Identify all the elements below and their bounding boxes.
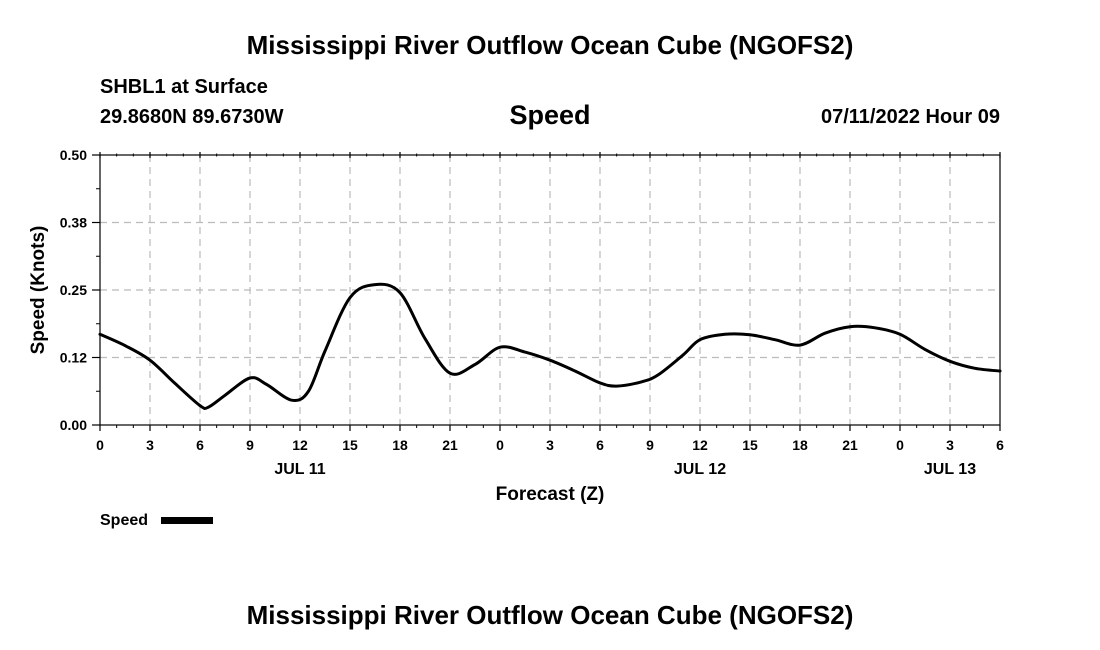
station-name: SHBL1 at Surface [100, 76, 268, 98]
x-tick-label: 12 [692, 437, 708, 453]
x-tick-label: 3 [546, 437, 554, 453]
x-axis-label: Forecast (Z) [496, 484, 605, 505]
x-tick-label: 6 [996, 437, 1004, 453]
footer-title: Mississippi River Outflow Ocean Cube (NG… [246, 600, 854, 630]
x-tick-label: 3 [946, 437, 954, 453]
chart-title: Speed [509, 100, 591, 130]
x-tick-label: 3 [146, 437, 154, 453]
legend: Speed [100, 512, 213, 529]
axis-ticks [92, 152, 1001, 431]
x-tick-label: 15 [742, 437, 758, 453]
date-label: JUL 12 [674, 461, 726, 478]
x-tick-label: 12 [292, 437, 308, 453]
legend-swatch [161, 517, 213, 524]
x-tick-label: 21 [842, 437, 858, 453]
main-title: Mississippi River Outflow Ocean Cube (NG… [246, 30, 854, 60]
x-tick-label: 0 [896, 437, 904, 453]
forecast-time: 07/11/2022 Hour 09 [820, 106, 1000, 128]
x-tick-label: 21 [442, 437, 458, 453]
station-coordinates: 29.8680N 89.6730W [100, 106, 284, 128]
y-tick-label: 0.38 [60, 215, 87, 231]
x-tick-label: 18 [792, 437, 808, 453]
grid-lines [100, 155, 1000, 425]
legend-label: Speed [100, 512, 148, 529]
x-tick-label: 18 [392, 437, 408, 453]
y-tick-label: 0.00 [60, 417, 87, 433]
date-label: JUL 13 [924, 461, 976, 478]
date-labels: JUL 11 JUL 12 JUL 13 [274, 461, 976, 478]
y-axis-label: Speed (Knots) [28, 226, 49, 355]
x-tick-label: 0 [496, 437, 504, 453]
y-tick-label: 0.50 [60, 147, 87, 163]
x-tick-label: 0 [96, 437, 104, 453]
x-tick-label: 15 [342, 437, 358, 453]
x-axis-tick-labels: 0 3 6 9 12 15 18 21 0 3 6 9 12 15 18 21 0 3 6 [96, 437, 1004, 453]
speed-series-line [98, 282, 1002, 410]
y-axis-tick-labels: 0.00 0.12 0.25 0.38 0.50 [60, 147, 87, 433]
y-tick-label: 0.12 [60, 350, 87, 366]
x-tick-label: 9 [646, 437, 654, 453]
date-label: JUL 11 [274, 461, 325, 478]
x-tick-label: 9 [246, 437, 254, 453]
x-tick-label: 6 [196, 437, 204, 453]
y-tick-label: 0.25 [60, 282, 87, 298]
x-tick-label: 6 [596, 437, 604, 453]
